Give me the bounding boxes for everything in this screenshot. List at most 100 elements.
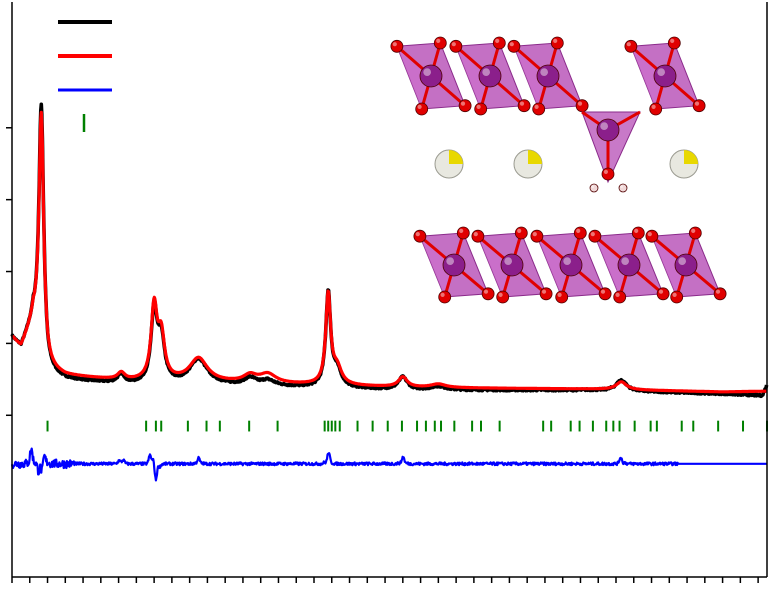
metal-atom-highlight xyxy=(482,68,490,76)
octahedron-face xyxy=(594,236,629,297)
oxygen-atom xyxy=(550,36,564,50)
oxygen-atom-highlight xyxy=(532,232,537,237)
hydrogen-atom-highlight xyxy=(620,185,623,189)
reflection-marks xyxy=(46,420,768,432)
oxygen-atom-highlight xyxy=(509,42,514,47)
oxygen-atom-highlight xyxy=(392,42,397,47)
octahedron-face xyxy=(455,46,490,109)
metal-atom-highlight xyxy=(504,257,512,265)
oxygen-atom-highlight xyxy=(417,104,422,109)
oxygen-atom-highlight xyxy=(576,228,581,233)
metal-atom-highlight xyxy=(540,68,549,76)
oxygen-atom-highlight xyxy=(483,289,489,294)
octahedron-face xyxy=(396,46,431,109)
oxygen-atom-highlight xyxy=(647,232,652,237)
oxygen-atom-highlight xyxy=(459,228,464,233)
legend xyxy=(58,20,112,132)
metal-atom xyxy=(653,64,677,88)
hydrogen-atom-highlight xyxy=(591,185,594,189)
oxygen-atom-highlight xyxy=(557,292,562,297)
series-difference-line xyxy=(10,447,768,482)
oxygen-atom xyxy=(492,36,506,50)
oxygen-atom-highlight xyxy=(615,292,620,297)
octahedron-face xyxy=(536,236,571,297)
oxygen-atom-highlight xyxy=(651,104,656,109)
octahedron-face xyxy=(513,46,548,109)
oxygen-atom-highlight xyxy=(519,101,525,106)
oxygen-atom-highlight xyxy=(495,38,500,44)
oxygen-atom-highlight xyxy=(634,228,639,233)
oxygen-atom xyxy=(474,102,488,116)
oxygen-atom-highlight xyxy=(415,232,420,237)
metal-atom-highlight xyxy=(563,257,572,265)
oxygen-atom xyxy=(656,287,670,301)
oxygen-atom xyxy=(496,290,510,304)
oxygen-atom-highlight xyxy=(436,38,441,44)
metal-atom-highlight xyxy=(621,257,630,265)
oxygen-atom-highlight xyxy=(476,104,481,109)
oxygen-atom-highlight xyxy=(658,289,664,294)
oxygen-atom xyxy=(613,290,627,304)
oxygen-atom xyxy=(573,226,587,240)
oxygen-atom-highlight xyxy=(541,289,547,294)
oxygen-atom-highlight xyxy=(590,232,595,237)
oxygen-atom xyxy=(598,287,612,301)
oxygen-atom xyxy=(471,229,485,243)
oxygen-atom-highlight xyxy=(498,292,503,297)
oxygen-atom-highlight xyxy=(670,38,675,44)
hydrogen-atom xyxy=(618,183,628,193)
oxygen-atom-highlight xyxy=(460,101,466,106)
octahedron-face xyxy=(419,236,454,297)
oxygen-atom xyxy=(539,287,553,301)
oxygen-atom xyxy=(575,99,589,113)
oxygen-atom xyxy=(413,229,427,243)
oxygen-atom xyxy=(438,290,452,304)
oxygen-atom xyxy=(458,99,472,113)
oxygen-atom xyxy=(517,99,531,113)
metal-atom xyxy=(559,253,583,277)
oxygen-atom xyxy=(692,99,706,113)
oxygen-atom xyxy=(588,229,602,243)
oxygen-atom xyxy=(456,226,470,240)
oxygen-atom-highlight xyxy=(691,228,696,233)
oxygen-atom xyxy=(631,226,645,240)
oxygen-atom-highlight xyxy=(440,292,445,297)
octahedron-face xyxy=(651,236,686,297)
oxygen-atom xyxy=(713,287,727,301)
tetrahedron xyxy=(581,111,641,184)
oxygen-atom xyxy=(530,229,544,243)
oxygen-atom xyxy=(449,39,463,53)
oxygen-atom-highlight xyxy=(603,169,609,174)
metal-atom-highlight xyxy=(678,257,687,265)
oxygen-atom-highlight xyxy=(577,101,583,106)
oxygen-atom-highlight xyxy=(534,104,539,109)
oxygen-atom-highlight xyxy=(553,38,558,44)
oxygen-atom-highlight xyxy=(517,228,522,233)
oxygen-atom xyxy=(645,229,659,243)
metal-atom-highlight xyxy=(600,122,609,130)
oxygen-atom xyxy=(390,39,404,53)
cation-partial-occupancy xyxy=(684,150,698,164)
oxygen-atom xyxy=(507,39,521,53)
plot-frame xyxy=(11,2,768,578)
oxygen-atom xyxy=(670,290,684,304)
cation-partial-occupancy xyxy=(449,150,463,164)
octahedron-face xyxy=(630,46,665,109)
axis-ticks xyxy=(6,127,759,583)
oxygen-atom xyxy=(514,226,528,240)
oxygen-atom-highlight xyxy=(694,101,700,106)
metal-atom xyxy=(442,253,466,277)
oxygen-atom xyxy=(532,102,546,116)
metal-atom-highlight xyxy=(423,68,431,76)
metal-atom xyxy=(478,64,502,88)
metal-atom-highlight xyxy=(446,257,454,265)
oxygen-atom-highlight xyxy=(672,292,677,297)
oxygen-atom-highlight xyxy=(600,289,606,294)
oxygen-atom xyxy=(415,102,429,116)
oxygen-atom xyxy=(481,287,495,301)
metal-atom xyxy=(500,253,524,277)
oxygen-atom xyxy=(688,226,702,240)
octahedron-face xyxy=(477,236,512,297)
